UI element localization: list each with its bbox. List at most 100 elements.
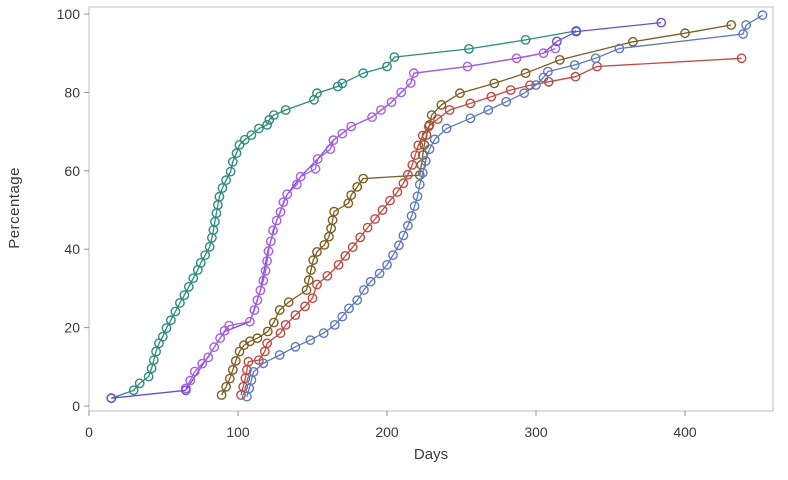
series-brown-marker	[216, 390, 227, 400]
series-magenta-marker	[252, 295, 263, 306]
series-magenta-marker	[337, 128, 348, 139]
series-brown-marker	[306, 265, 316, 275]
series-blue-marker	[757, 10, 768, 21]
y-tick-label: 60	[64, 163, 80, 179]
series-brown-marker	[221, 381, 232, 392]
series-red-marker	[417, 130, 428, 141]
series-brown-marker	[301, 285, 312, 295]
x-tick-label: 400	[673, 424, 697, 440]
series-blue-marker	[337, 311, 348, 322]
series-magenta-marker	[310, 163, 321, 174]
series-magenta-marker	[386, 97, 397, 108]
series-teal-marker	[188, 273, 199, 284]
series-blue-marker	[429, 134, 440, 145]
series-blue-marker	[414, 179, 425, 190]
series-red-marker	[362, 222, 373, 233]
series-magenta-marker	[189, 366, 200, 377]
series-brown-marker	[554, 55, 565, 65]
series-teal-marker	[165, 315, 176, 326]
series-brown-marker	[343, 198, 354, 209]
series-red-marker	[322, 270, 333, 281]
series-blue-marker	[424, 144, 435, 155]
series-teal-marker	[157, 331, 168, 342]
series-blue-marker	[329, 319, 340, 330]
series-blue-marker	[406, 210, 417, 221]
series-brown-marker	[274, 305, 285, 315]
series-magenta-marker	[262, 256, 272, 266]
series-blue-marker	[738, 29, 748, 39]
series-teal-marker	[204, 241, 215, 252]
series-blue-marker	[374, 268, 385, 279]
series-brown-marker	[312, 246, 322, 257]
series-teal-marker	[358, 68, 369, 79]
series-blue-marker	[465, 113, 476, 124]
series-red-line	[240, 57, 742, 396]
series-magenta-marker	[325, 144, 336, 155]
series-blue-marker	[318, 328, 329, 338]
series-brown-marker	[628, 36, 638, 47]
series-magenta-marker	[550, 43, 561, 54]
series-red-marker	[570, 71, 581, 82]
series-brown-marker	[268, 317, 279, 328]
series-teal-marker	[179, 290, 190, 300]
y-tick-label: 40	[64, 241, 80, 257]
series-magenta-marker	[278, 197, 289, 208]
series-brown-marker	[262, 326, 273, 337]
series-teal-marker	[337, 78, 348, 89]
series-teal-marker	[463, 44, 474, 54]
series-magenta-marker	[282, 189, 293, 200]
series-brown-marker	[726, 20, 737, 30]
series-teal-marker	[221, 175, 232, 186]
series-brown-marker	[230, 355, 241, 366]
series-red-marker	[398, 178, 409, 189]
series-blue-marker	[441, 123, 452, 134]
series-blue-marker	[305, 335, 316, 345]
series-brown-marker	[489, 78, 500, 89]
series-blue-marker	[358, 285, 369, 295]
series-red-marker	[432, 114, 443, 125]
x-tick-label: 200	[375, 424, 399, 440]
x-tick-label: 100	[226, 424, 250, 440]
series-red-marker	[410, 150, 421, 161]
series-teal-marker	[217, 183, 228, 193]
series-brown-marker	[520, 68, 531, 79]
series-brown-marker	[308, 255, 319, 266]
series-blue-marker	[569, 60, 580, 70]
series-red-marker	[355, 232, 366, 243]
series-red-marker	[486, 91, 497, 102]
series-blue-marker	[614, 43, 625, 54]
series-teal-marker	[170, 306, 181, 317]
series-red-marker	[280, 319, 291, 330]
series-blue-marker	[274, 350, 285, 360]
series-teal-marker	[253, 123, 264, 134]
series-red-marker	[392, 187, 403, 197]
x-tick-label: 300	[524, 424, 548, 440]
series-blue-marker	[519, 88, 529, 99]
series-teal-marker	[246, 130, 257, 141]
series-teal-line	[111, 30, 577, 399]
series-red-marker	[465, 98, 476, 109]
series-red-marker	[333, 259, 344, 270]
series-brown-marker	[227, 364, 238, 375]
series-teal-marker	[183, 281, 194, 292]
series-magenta-marker	[405, 78, 416, 88]
series-teal-marker	[134, 378, 145, 389]
series-brown-marker	[283, 297, 294, 307]
series-red-marker	[407, 159, 418, 170]
series-magenta-marker	[538, 48, 549, 59]
series-purple-end-line	[556, 21, 662, 42]
series-blue-marker	[741, 20, 751, 30]
series-magenta-marker	[255, 285, 266, 296]
series-magenta-marker	[346, 121, 357, 132]
series-brown-marker	[436, 100, 447, 110]
series-blue-marker	[290, 341, 301, 352]
series-blue-marker	[382, 259, 392, 270]
series-red-marker	[340, 250, 351, 261]
series-teal-marker	[151, 346, 162, 357]
series-red-marker	[347, 242, 358, 253]
series-red-marker	[275, 328, 286, 338]
series-magenta-marker	[263, 246, 274, 257]
series-magenta-marker	[462, 61, 473, 72]
series-blue-marker	[420, 156, 431, 166]
